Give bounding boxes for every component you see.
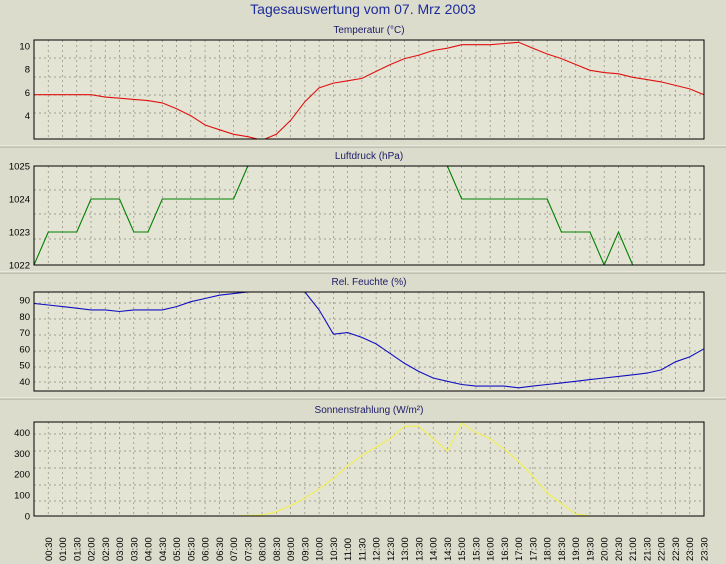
x-tick-label: 06:00 [201,537,212,561]
y-tick-label: 90 [19,296,30,307]
y-tick-label: 70 [19,328,30,339]
y-tick-label: 50 [19,361,30,372]
x-tick-label: 14:00 [429,537,440,561]
x-tick-label: 08:00 [258,537,269,561]
x-tick-label: 17:30 [528,537,539,561]
x-tick-label: 15:30 [471,537,482,561]
chart-title: Luftdruck (hPa) [335,151,403,162]
x-tick-label: 18:00 [543,537,554,561]
x-tick-label: 08:30 [272,537,283,561]
plot-frame-2 [33,165,705,266]
x-tick-label: 23:00 [685,537,696,561]
plot-area-2 [34,166,704,265]
y-tick-label: 0 [25,512,30,523]
chart-title: Sonnenstrahlung (W/m²) [315,405,424,416]
y-tick-label: 60 [19,344,30,355]
page-title: Tagesauswertung vom 07. Mrz 2003 [250,1,476,17]
x-tick-label: 02:00 [87,537,98,561]
plot-frame-4 [33,421,705,517]
x-tick-label: 15:00 [457,537,468,561]
x-tick-label: 21:30 [642,537,653,561]
plot-frame-1 [33,39,705,140]
x-tick-label: 21:00 [628,537,639,561]
y-tick-label: 6 [25,88,30,99]
x-tick-label: 04:30 [158,537,169,561]
x-tick-label: 17:00 [514,537,525,561]
x-tick-label: 09:00 [286,537,297,561]
x-tick-label: 03:30 [129,537,140,561]
x-tick-label: 23:30 [700,537,711,561]
x-tick-label: 19:30 [585,537,596,561]
y-tick-label: 40 [19,377,30,388]
series-line-2 [34,166,704,265]
x-tick-label: 18:30 [557,537,568,561]
x-tick-label: 11:00 [343,538,354,561]
y-tick-label: 100 [14,491,30,502]
plot-area-4 [34,422,704,516]
x-tick-label: 00:30 [44,537,55,561]
plot-area-1 [34,40,704,139]
x-tick-label: 16:00 [486,537,497,561]
y-tick-label: 1025 [9,162,30,173]
x-tick-label: 11:30 [357,538,368,561]
y-tick-label: 1023 [9,228,30,239]
plot-frame-3 [33,291,705,392]
y-tick-label: 1024 [9,195,30,206]
x-tick-label: 20:00 [600,537,611,561]
chart-title: Temperatur (°C) [333,25,404,36]
y-tick-label: 200 [14,470,30,481]
y-tick-label: 4 [25,111,30,122]
x-tick-label: 12:30 [386,537,397,561]
x-tick-label: 10:00 [315,537,326,561]
x-tick-label: 16:30 [500,537,511,561]
x-tick-label: 04:00 [144,537,155,561]
x-tick-label: 20:30 [614,537,625,561]
x-tick-label: 14:30 [443,537,454,561]
y-tick-label: 8 [25,65,30,76]
x-tick-label: 01:00 [58,537,69,561]
x-tick-label: 10:30 [329,537,340,561]
y-tick-label: 400 [14,428,30,439]
plot-area-3 [34,292,704,391]
x-tick-label: 03:00 [115,537,126,561]
y-tick-label: 10 [19,41,30,52]
x-tick-label: 13:30 [414,537,425,561]
x-tick-label: 19:00 [571,537,582,561]
x-tick-label: 22:30 [671,537,682,561]
x-tick-label: 01:30 [72,537,83,561]
series-line-3 [34,292,704,389]
x-tick-label: 05:30 [186,537,197,561]
y-tick-label: 1022 [9,261,30,272]
x-tick-label: 02:30 [101,537,112,561]
x-tick-label: 05:00 [172,537,183,561]
y-tick-label: 80 [19,312,30,323]
x-tick-label: 07:30 [243,537,254,561]
x-tick-label: 06:30 [215,537,226,561]
x-tick-label: 07:00 [229,537,240,561]
x-tick-label: 13:00 [400,537,411,561]
series-line-4 [34,422,704,516]
series-line-1 [34,41,704,139]
x-tick-label: 12:00 [372,537,383,561]
x-tick-label: 22:00 [657,537,668,561]
y-tick-label: 300 [14,449,30,460]
chart-title: Rel. Feuchte (%) [331,277,406,288]
x-tick-label: 09:30 [300,537,311,561]
